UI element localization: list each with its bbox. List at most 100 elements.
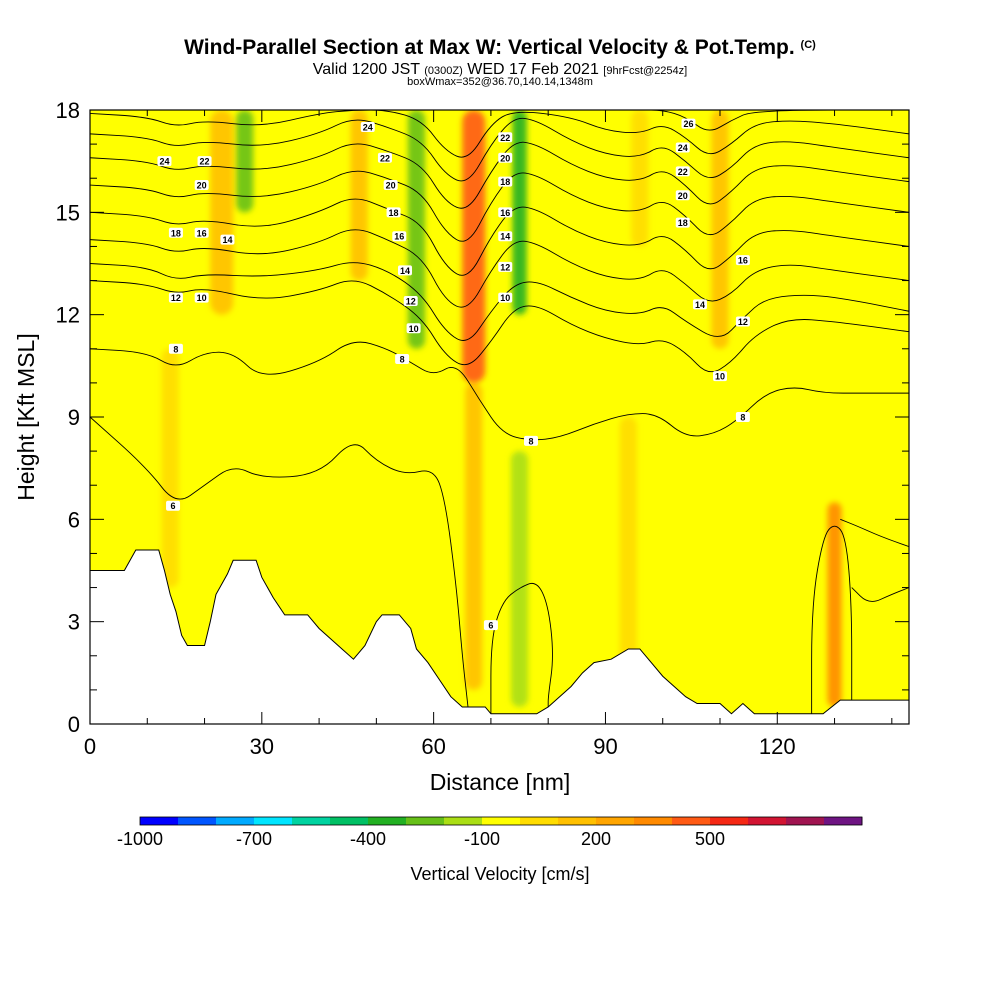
contour-label-bg: [498, 176, 513, 187]
contour-label-bg: [403, 296, 418, 307]
contour-label-bg: [197, 156, 212, 167]
contour-label: 8: [395, 354, 410, 365]
contour-label-text: 16: [394, 232, 404, 242]
contour-label-bg: [360, 122, 375, 133]
colorbar-title: Vertical Velocity [cm/s]: [410, 864, 589, 884]
contour-label-text: 12: [171, 293, 181, 303]
colorbar-tick-label: -1000: [117, 829, 163, 849]
colorbar-swatch: [824, 817, 863, 825]
contour-label-bg: [383, 180, 398, 191]
contour-label-bg: [675, 217, 690, 228]
colorbar-frame: [139, 816, 863, 826]
contour-label-bg: [483, 620, 498, 631]
colorbar-swatch: [786, 817, 825, 825]
contour-label-text: 22: [380, 153, 390, 163]
contour-label: 18: [675, 217, 690, 228]
colorbar: -1000 -700 -400 -100 200 500: [117, 816, 863, 849]
chart-title: Wind-Parallel Section at Max W: Vertical…: [0, 36, 1000, 60]
contour-label-text: 10: [715, 372, 725, 382]
contour-label-bg: [498, 207, 513, 218]
contour-label-text: 10: [197, 293, 207, 303]
contour-label-bg: [675, 166, 690, 177]
contour-label: 8: [735, 412, 750, 423]
contour-label-text: 12: [500, 262, 510, 272]
velocity-feature: [350, 110, 368, 281]
contour-label: 14: [692, 299, 707, 310]
colorbar-swatch: [140, 817, 179, 825]
contour-label: 24: [157, 156, 172, 167]
contour-label-bg: [713, 371, 727, 382]
terrain: [90, 549, 909, 724]
velocity-shading: [161, 110, 842, 707]
contour-label-bg: [194, 292, 209, 303]
contour-label: 22: [498, 132, 513, 143]
contour-label-text: 16: [738, 256, 748, 266]
velocity-feature: [236, 110, 254, 213]
contour-label: 6: [483, 620, 498, 631]
theta-contour: [811, 525, 853, 714]
contour-label-text: 14: [222, 235, 232, 245]
x-tick-label: 60: [421, 734, 445, 759]
contour-label-text: 14: [500, 232, 510, 242]
theta-contour: [90, 416, 469, 707]
contour-label-bg: [157, 156, 172, 167]
y-tick-label: 15: [56, 200, 80, 225]
contour-labels: 24 22 20 18 16 14 12 10 8 6 24 22 20 18 16 14 12 10 8 22 20 1…: [157, 118, 750, 631]
contour-label-text: 8: [528, 436, 533, 446]
contour-label: 26: [681, 118, 696, 129]
contour-label: 10: [406, 323, 421, 334]
colorbar-swatch: [292, 817, 331, 825]
contour-label-text: 10: [409, 324, 419, 334]
theta-contour: [90, 117, 909, 182]
contour-label-bg: [498, 261, 513, 272]
y-tick-label: 0: [68, 712, 80, 737]
contour-label: 8: [524, 435, 538, 446]
x-tick-label: 90: [593, 734, 617, 759]
contour-label-bg: [168, 343, 183, 354]
contour-label: 18: [168, 227, 183, 238]
contour-label-bg: [386, 207, 401, 218]
y-tick-label: 3: [68, 610, 80, 635]
contour-label: 12: [403, 296, 418, 307]
colorbar-swatch: [368, 817, 407, 825]
colorbar-tick-label: 200: [581, 829, 611, 849]
contour-label-bg: [675, 142, 690, 153]
contour-label-text: 14: [400, 266, 410, 276]
colorbar-swatch: [672, 817, 711, 825]
contour-label-bg: [168, 292, 183, 303]
x-tick-label: 0: [84, 734, 96, 759]
contour-label: 12: [735, 316, 750, 327]
contour-label: 14: [398, 265, 412, 276]
contour-label: 18: [386, 207, 401, 218]
contour-label: 14: [220, 234, 235, 245]
velocity-feature: [161, 348, 179, 588]
contour-label-text: 14: [695, 300, 705, 310]
velocity-feature: [619, 417, 637, 690]
colorbar-swatch: [748, 817, 787, 825]
colorbar-tick-label: -700: [236, 829, 272, 849]
contour-label: 20: [194, 180, 209, 191]
y-tick-label: 9: [68, 405, 80, 430]
chart-subtitle: Valid 1200 JST (0300Z) WED 17 Feb 2021 […: [0, 61, 1000, 79]
colorbar-tick-label: 500: [695, 829, 725, 849]
contour-label-text: 24: [159, 157, 169, 167]
contour-label-bg: [194, 227, 209, 238]
x-tick-label: 120: [759, 734, 796, 759]
theta-contour: [90, 198, 909, 276]
contour-label-text: 18: [171, 228, 181, 238]
colorbar-swatch: [634, 817, 673, 825]
subtitle-utc: (0300Z): [424, 65, 463, 77]
contour-label-bg: [735, 316, 750, 327]
colorbar-swatch: [596, 817, 635, 825]
velocity-feature: [210, 110, 234, 315]
colorbar-tick-label: -100: [464, 829, 500, 849]
theta-contour: [851, 587, 909, 602]
contour-label-text: 6: [171, 501, 176, 511]
theta-contour: [90, 170, 909, 242]
contour-label: 10: [498, 292, 513, 303]
velocity-feature: [510, 451, 529, 707]
velocity-feature: [465, 382, 483, 690]
contour-label-text: 16: [197, 228, 207, 238]
contour-label-text: 24: [678, 143, 688, 153]
contour-label-text: 18: [500, 177, 510, 187]
